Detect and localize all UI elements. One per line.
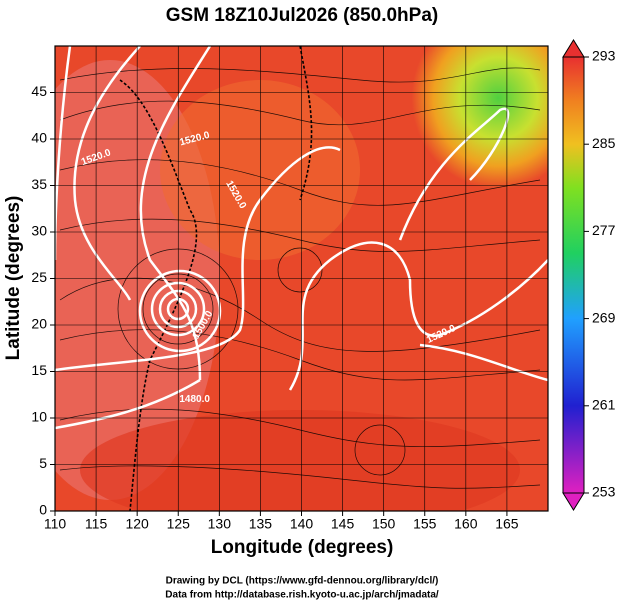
y-tick-label: 0 <box>39 502 47 518</box>
contour-label: 1480.0 <box>179 394 210 405</box>
x-tick-label: 145 <box>331 516 355 532</box>
y-axis-label: Latitude (degrees) <box>3 196 24 361</box>
colorbar-bottom-arrow <box>562 492 585 511</box>
colorbar-top-arrow <box>562 39 585 58</box>
x-tick-label: 115 <box>85 516 108 532</box>
y-tick-label: 25 <box>31 269 47 285</box>
y-tick-label: 10 <box>31 409 47 425</box>
y-tick-label: 40 <box>31 130 47 146</box>
colorbar-tick-label: 277 <box>592 222 616 238</box>
y-tick-label: 20 <box>31 316 47 332</box>
grid <box>54 46 548 512</box>
colorbar-tick-label: 269 <box>592 309 616 325</box>
credit: Data from http://database.rish.kyoto-u.a… <box>165 590 439 601</box>
credit: Drawing by DCL (https://www.gfd-dennou.o… <box>166 576 439 587</box>
x-axis-label: Longitude (degrees) <box>211 537 394 558</box>
y-tick-label: 15 <box>31 362 47 378</box>
title: GSM 18Z10Jul2026 (850.0hPa) <box>166 5 438 26</box>
colorbar-tick-label: 261 <box>592 397 616 413</box>
x-tick-label: 165 <box>495 516 519 532</box>
x-tick-label: 130 <box>208 516 232 532</box>
x-tick-label: 160 <box>454 516 478 532</box>
x-tick-label: 125 <box>167 516 191 532</box>
y-tick-label: 5 <box>39 455 47 471</box>
colorbar-tick-label: 253 <box>592 484 616 500</box>
x-tick-label: 150 <box>372 516 396 532</box>
y-tick-label: 45 <box>31 83 47 99</box>
x-tick-label: 140 <box>290 516 314 532</box>
x-tick-label: 135 <box>249 516 273 532</box>
colorbar-tick-label: 285 <box>592 135 616 151</box>
x-tick-label: 110 <box>44 516 67 532</box>
x-tick-label: 155 <box>413 516 437 532</box>
colorbar <box>562 56 585 494</box>
x-tick-label: 120 <box>125 516 149 532</box>
colorbar-tick-label: 293 <box>592 48 616 64</box>
y-tick-label: 30 <box>31 223 47 239</box>
y-tick-label: 35 <box>31 176 47 192</box>
